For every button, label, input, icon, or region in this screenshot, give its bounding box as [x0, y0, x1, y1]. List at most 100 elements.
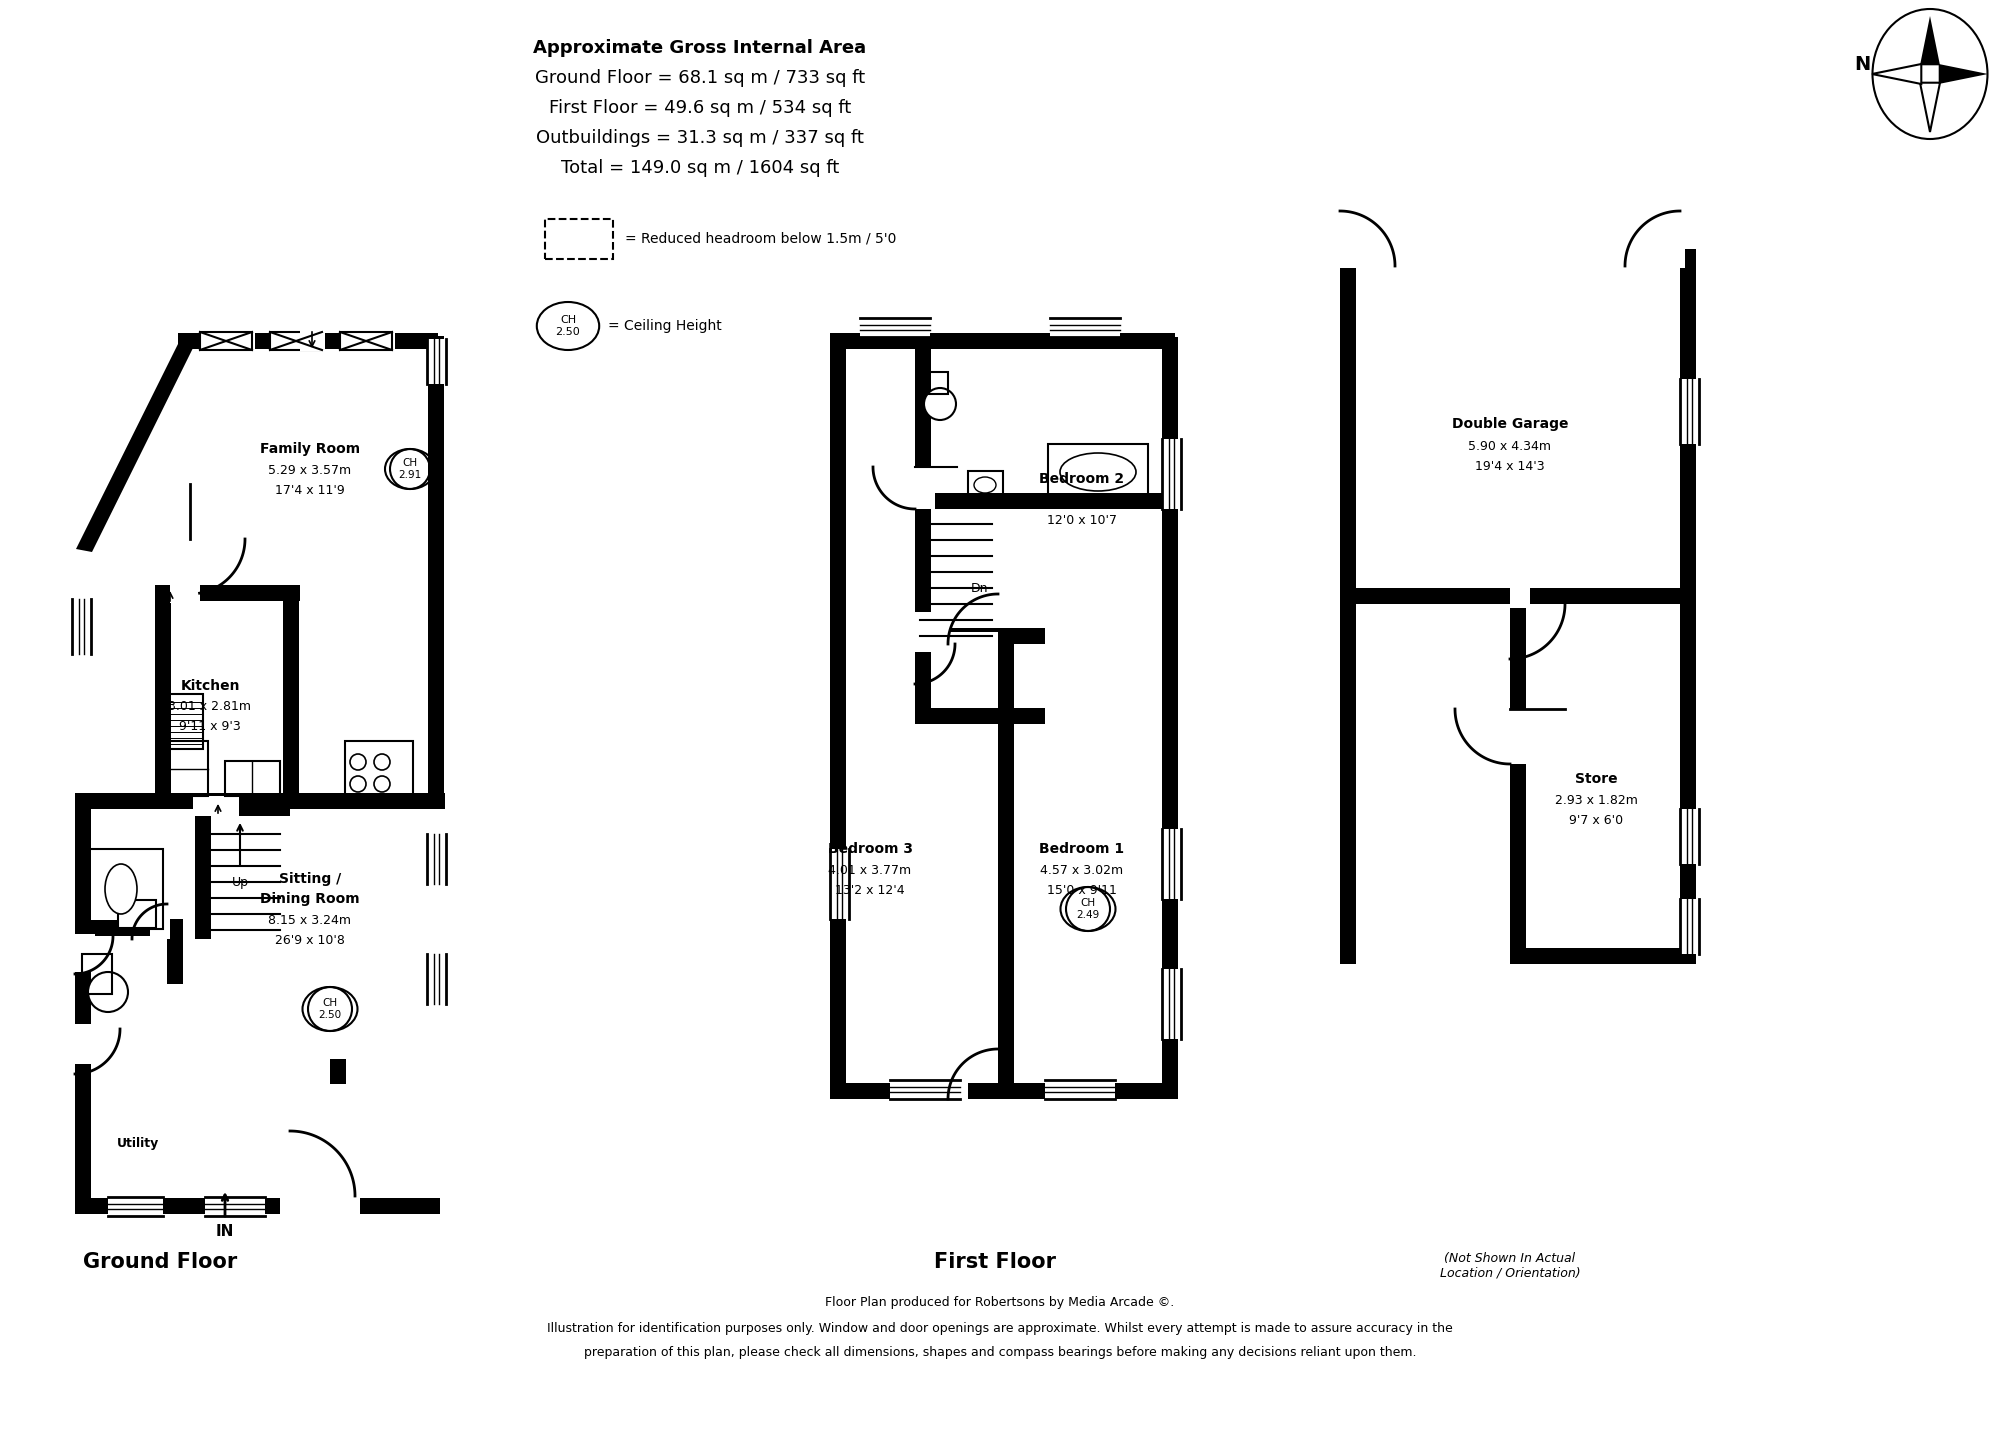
- Bar: [968, 471, 1004, 500]
- Text: Sitting /: Sitting /: [278, 872, 342, 887]
- Bar: [1162, 439, 1182, 508]
- Polygon shape: [1920, 82, 1940, 131]
- Circle shape: [924, 388, 956, 420]
- Bar: [1162, 829, 1182, 900]
- Bar: [80, 849, 164, 928]
- Polygon shape: [1920, 16, 1940, 65]
- Text: Double Garage: Double Garage: [1452, 417, 1568, 430]
- Circle shape: [374, 775, 390, 791]
- Text: = Reduced headroom below 1.5m / 5'0: = Reduced headroom below 1.5m / 5'0: [624, 232, 896, 245]
- Text: Total = 149.0 sq m / 1604 sq ft: Total = 149.0 sq m / 1604 sq ft: [560, 159, 840, 178]
- Bar: [1510, 709, 1530, 764]
- Text: 13'2 x 12'4: 13'2 x 12'4: [836, 885, 904, 898]
- Text: Utility: Utility: [116, 1138, 160, 1151]
- Bar: [330, 1058, 346, 1084]
- Bar: [920, 373, 948, 394]
- Polygon shape: [1872, 64, 1922, 84]
- Bar: [76, 799, 92, 1214]
- Text: (Not Shown In Actual
Location / Orientation): (Not Shown In Actual Location / Orientat…: [1440, 1252, 1580, 1279]
- Text: First Floor: First Floor: [934, 1252, 1056, 1272]
- Bar: [1680, 601, 1696, 965]
- Text: 12'0 x 10'7: 12'0 x 10'7: [1048, 514, 1116, 527]
- Bar: [196, 809, 212, 939]
- Bar: [1044, 1079, 1116, 1099]
- Bar: [308, 1196, 358, 1216]
- Text: CH
2.50: CH 2.50: [556, 315, 580, 336]
- Text: 3.65 x 3.22m: 3.65 x 3.22m: [1040, 494, 1124, 507]
- Text: 9'11 x 9'3: 9'11 x 9'3: [180, 721, 240, 734]
- Bar: [118, 900, 156, 928]
- Bar: [76, 934, 96, 972]
- Bar: [340, 332, 392, 349]
- Bar: [916, 628, 1044, 644]
- Text: N: N: [1854, 55, 1870, 74]
- Bar: [916, 500, 932, 644]
- Bar: [1680, 900, 1700, 954]
- Bar: [890, 1079, 960, 1099]
- Bar: [830, 336, 846, 1099]
- Circle shape: [350, 754, 366, 770]
- Bar: [108, 1196, 164, 1216]
- Bar: [156, 585, 300, 601]
- Bar: [224, 761, 280, 796]
- Bar: [200, 331, 256, 351]
- Bar: [428, 835, 448, 884]
- Bar: [930, 632, 998, 653]
- Bar: [340, 331, 396, 351]
- Bar: [270, 332, 322, 349]
- Bar: [1680, 378, 1700, 443]
- Bar: [72, 599, 92, 654]
- Text: Dn: Dn: [972, 582, 988, 595]
- Ellipse shape: [104, 864, 136, 914]
- Text: 17'4 x 11'9: 17'4 x 11'9: [276, 485, 344, 498]
- Text: Floor Plan produced for Robertsons by Media Arcade ©.: Floor Plan produced for Robertsons by Me…: [826, 1297, 1174, 1310]
- Bar: [1340, 588, 1696, 604]
- Bar: [1510, 588, 1696, 604]
- Bar: [200, 332, 252, 349]
- Text: First Floor = 49.6 sq m / 534 sq ft: First Floor = 49.6 sq m / 534 sq ft: [548, 100, 852, 117]
- Text: = Ceiling Height: = Ceiling Height: [608, 319, 722, 334]
- Bar: [1510, 553, 1530, 608]
- Bar: [284, 593, 300, 804]
- Bar: [178, 334, 438, 349]
- Circle shape: [350, 775, 366, 791]
- Bar: [168, 918, 184, 983]
- Bar: [76, 793, 444, 809]
- Text: 3.01 x 2.81m: 3.01 x 2.81m: [168, 700, 252, 713]
- Circle shape: [88, 972, 128, 1012]
- Bar: [998, 640, 1014, 1099]
- Bar: [1050, 318, 1120, 336]
- Bar: [428, 954, 448, 1004]
- Bar: [196, 800, 290, 816]
- Bar: [156, 599, 172, 804]
- Bar: [830, 1083, 1176, 1099]
- Bar: [1510, 949, 1696, 965]
- Bar: [916, 466, 936, 508]
- Bar: [1340, 248, 1356, 604]
- Text: 4.57 x 3.02m: 4.57 x 3.02m: [1040, 865, 1124, 878]
- Bar: [916, 708, 1044, 723]
- Bar: [544, 219, 612, 258]
- Text: preparation of this plan, please check all dimensions, shapes and compass bearin: preparation of this plan, please check a…: [584, 1346, 1416, 1359]
- Bar: [930, 612, 950, 653]
- Polygon shape: [76, 344, 194, 552]
- Bar: [300, 329, 324, 351]
- Bar: [290, 1196, 356, 1216]
- Bar: [346, 741, 414, 796]
- Bar: [1680, 248, 1696, 604]
- Text: Kitchen: Kitchen: [180, 679, 240, 693]
- Polygon shape: [1938, 64, 1988, 84]
- Bar: [1162, 336, 1178, 1099]
- Text: 26'9 x 10'8: 26'9 x 10'8: [276, 934, 344, 947]
- Bar: [916, 336, 932, 508]
- Bar: [1340, 250, 1696, 266]
- Bar: [1340, 208, 1360, 269]
- Bar: [916, 612, 936, 653]
- Text: Store: Store: [1574, 773, 1618, 786]
- Bar: [206, 1196, 264, 1216]
- Bar: [830, 849, 850, 918]
- Bar: [1510, 601, 1526, 965]
- Bar: [1048, 443, 1148, 500]
- Bar: [1620, 248, 1684, 269]
- Bar: [428, 336, 444, 804]
